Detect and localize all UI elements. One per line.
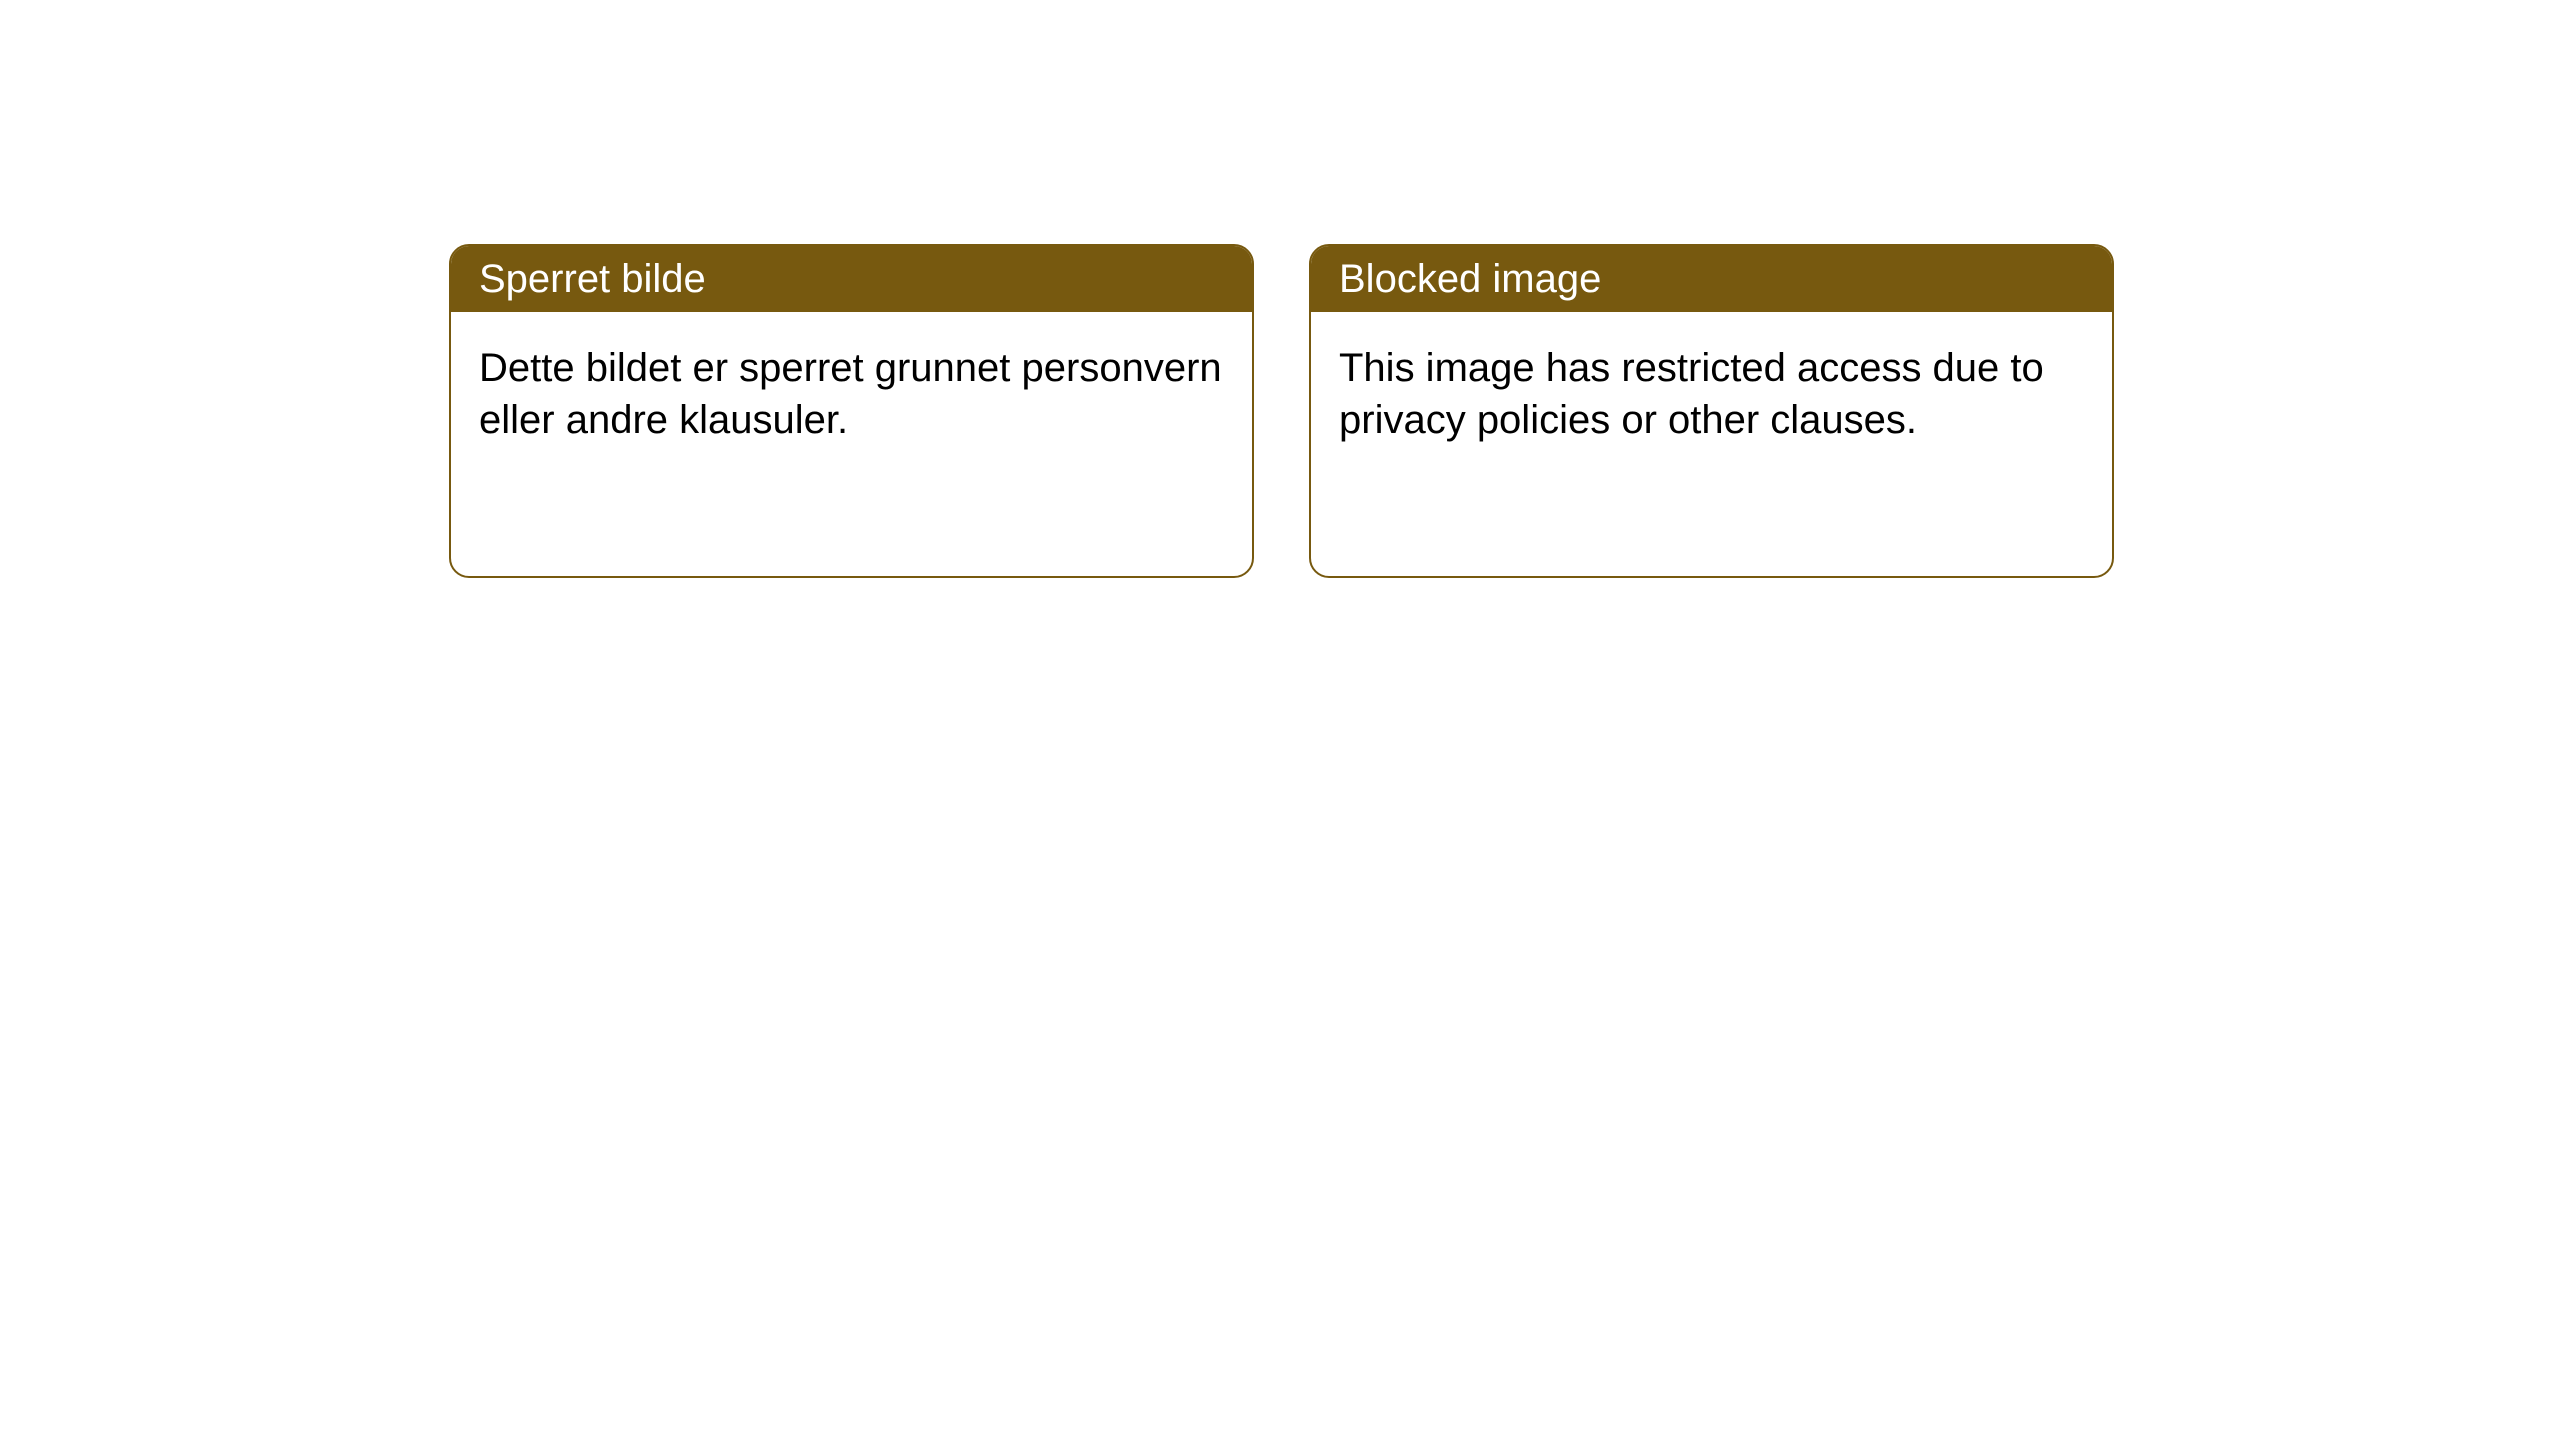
notice-card-english: Blocked image This image has restricted …: [1309, 244, 2114, 578]
notice-body: This image has restricted access due to …: [1311, 312, 2112, 476]
notice-container: Sperret bilde Dette bildet er sperret gr…: [0, 0, 2560, 578]
notice-header: Sperret bilde: [451, 246, 1252, 312]
notice-body: Dette bildet er sperret grunnet personve…: [451, 312, 1252, 476]
notice-header: Blocked image: [1311, 246, 2112, 312]
notice-card-norwegian: Sperret bilde Dette bildet er sperret gr…: [449, 244, 1254, 578]
